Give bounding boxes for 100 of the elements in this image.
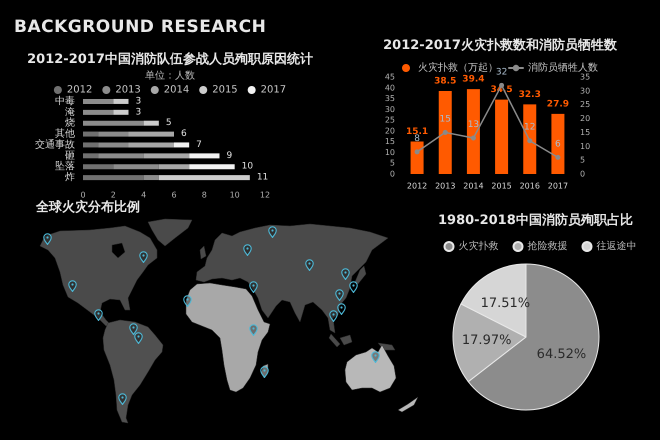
- y-tick-label: 交通事故: [35, 138, 75, 150]
- y-tick-label: 中毒: [55, 94, 75, 107]
- bar: [128, 142, 174, 148]
- point: [470, 135, 476, 140]
- total-label: 5: [166, 118, 172, 128]
- legend-label: 消防员牺牲人数: [528, 62, 598, 74]
- x-tick-label: 2014: [463, 182, 484, 190]
- text: BACKGROUND RESEARCH: [14, 16, 266, 38]
- total-label: 6: [181, 129, 187, 140]
- point: [527, 138, 532, 144]
- x-tick-label: 10: [230, 190, 240, 200]
- legend-label: 2014: [164, 84, 190, 96]
- y2-tick-label: 30: [580, 86, 590, 96]
- bar: [113, 98, 128, 104]
- x-tick-label: 6: [171, 190, 177, 200]
- y-tick-label: 25: [384, 116, 395, 125]
- bar: [83, 132, 98, 137]
- total-label: 11: [256, 172, 268, 183]
- legend-label: 抢险救援: [528, 240, 568, 252]
- bar: [438, 91, 452, 174]
- y-tick-label: 10: [384, 148, 395, 157]
- y-tick-label: 砸: [65, 150, 75, 162]
- y2-tick-label: 5: [580, 156, 586, 165]
- y-tick-label: 其他: [55, 128, 75, 140]
- bar: [523, 104, 536, 174]
- data-label: 27.9: [546, 99, 570, 110]
- bar: [83, 153, 98, 158]
- bar: [174, 142, 190, 148]
- x-tick-label: 4: [141, 190, 146, 200]
- bar: [113, 164, 159, 170]
- x-tick-label: 2013: [435, 182, 456, 190]
- y2-tick-label: 20: [580, 114, 590, 124]
- x-tick-label: 2016: [520, 182, 540, 190]
- data-label: 17.51%: [480, 296, 530, 311]
- point: [442, 130, 448, 135]
- data-label: 32: [496, 67, 508, 78]
- bar: [158, 164, 190, 170]
- y-tick-label: 炸: [65, 171, 75, 184]
- bar: [113, 110, 128, 115]
- chart-subtitle: 单位：人数: [145, 70, 195, 82]
- bar: [128, 132, 174, 137]
- bar: [144, 120, 159, 126]
- bar: [189, 153, 220, 158]
- y-tick-label: 15: [384, 137, 395, 146]
- y-tick-label: 坠落: [55, 160, 75, 172]
- bar: [83, 120, 144, 126]
- legend-label: 2013: [115, 84, 141, 96]
- bar: [83, 164, 114, 170]
- bar: [410, 141, 424, 174]
- legend-label: 火灾扑救: [458, 240, 498, 252]
- bar: [83, 175, 144, 180]
- y-tick-label: 0: [390, 170, 395, 178]
- x-tick-label: 0: [80, 190, 86, 200]
- y-tick-label: 35: [384, 94, 395, 104]
- bar: [83, 110, 114, 115]
- bar: [144, 153, 190, 158]
- y-tick-label: 20: [384, 126, 395, 136]
- x-tick-label: 2017: [548, 182, 568, 190]
- x-tick-label: 8: [202, 190, 207, 200]
- point: [555, 154, 560, 160]
- y2-tick-label: 15: [580, 128, 590, 137]
- bar: [83, 142, 98, 148]
- legend-label: 2015: [212, 84, 238, 96]
- legend-label: 火灾扑救（万起）: [418, 62, 498, 74]
- data-label: 6: [555, 139, 562, 150]
- y2-tick-label: 10: [580, 142, 590, 151]
- point: [414, 149, 420, 154]
- y2-tick-label: 35: [580, 72, 590, 82]
- x-tick-label: 12: [260, 190, 270, 200]
- bar: [144, 175, 159, 180]
- data-label: 39.4: [462, 74, 485, 85]
- total-label: 9: [226, 150, 232, 161]
- total-label: 3: [136, 96, 142, 106]
- legend-label: 往返途中: [596, 240, 636, 252]
- x-tick-label: 2: [110, 190, 116, 200]
- bar: [551, 114, 564, 174]
- legend-label: 2012: [66, 84, 92, 96]
- bar: [98, 153, 144, 158]
- total-label: 7: [196, 140, 202, 150]
- legend-label: 2017: [260, 84, 286, 96]
- x-tick-label: 2012: [406, 182, 428, 190]
- y2-tick-label: 0: [580, 170, 586, 178]
- bar: [466, 89, 480, 174]
- bar: [495, 100, 508, 174]
- data-label: 12: [524, 122, 536, 133]
- data-label: 17.97%: [462, 333, 512, 348]
- bar: [98, 142, 128, 148]
- chart-title: 2012-2017火灾扑救数和消防员牺牲数: [383, 37, 618, 53]
- total-label: 10: [242, 162, 254, 172]
- bar: [189, 164, 235, 170]
- data-label: 13: [468, 120, 480, 130]
- text: 全球火灾分布比例: [36, 200, 140, 217]
- chart-title: 1980-2018中国消防员殉职占比: [438, 212, 633, 228]
- y-tick-label: 5: [390, 158, 395, 168]
- x-tick-label: 2015: [491, 182, 512, 190]
- y-tick-label: 40: [384, 83, 395, 92]
- y-tick-label: 45: [384, 72, 395, 82]
- y-tick-label: 烧: [65, 116, 75, 129]
- bar: [158, 175, 250, 180]
- y-tick-label: 淹: [65, 106, 75, 118]
